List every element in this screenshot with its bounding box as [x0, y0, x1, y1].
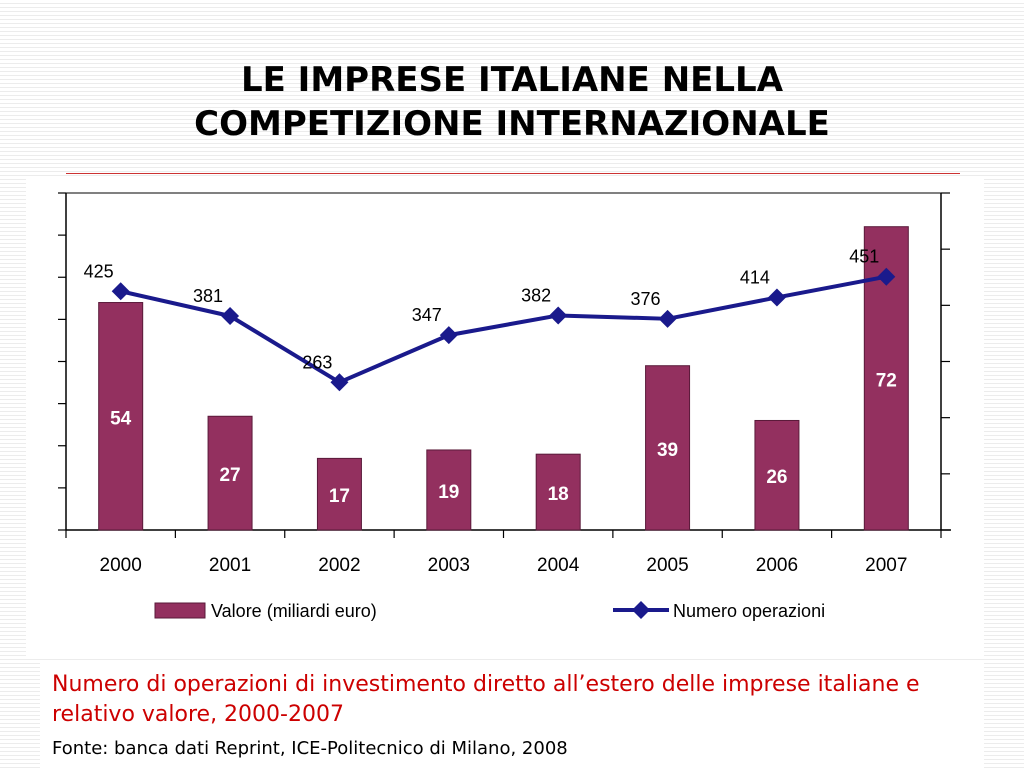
bar-value-label: 19	[438, 482, 459, 503]
line-point	[221, 307, 240, 326]
line-point	[658, 309, 677, 328]
line-value-label: 347	[412, 305, 442, 325]
bar	[754, 419, 800, 531]
line-value-label: 376	[631, 289, 661, 309]
legend-line-label: Numero operazioni	[673, 601, 825, 621]
line-value-label: 263	[302, 352, 332, 372]
caption-panel	[40, 660, 984, 768]
line-point	[549, 306, 568, 325]
x-tick-label: 2006	[756, 555, 798, 576]
line-point	[767, 288, 786, 307]
title-divider	[66, 173, 960, 174]
line-value-label: 451	[849, 247, 879, 267]
bar-value-label: 54	[110, 408, 132, 429]
bar-value-label: 39	[657, 440, 678, 461]
bar-value-label: 72	[876, 370, 897, 391]
bar	[98, 302, 144, 531]
page-title: LE IMPRESE ITALIANE NELLA COMPETIZIONE I…	[0, 58, 1024, 146]
bar	[426, 449, 472, 531]
line-value-label: 382	[521, 285, 551, 305]
chart-panel	[26, 178, 984, 656]
line-value-label: 381	[193, 286, 223, 306]
legend-line-marker	[632, 601, 650, 619]
legend-bar-label: Valore (miliardi euro)	[211, 601, 377, 621]
x-tick-label: 2007	[865, 555, 907, 576]
title-line-2: COMPETIZIONE INTERNAZIONALE	[194, 104, 830, 144]
line-point	[111, 282, 130, 301]
x-tick-label: 2000	[100, 555, 142, 576]
bar-value-label: 26	[766, 467, 787, 488]
x-tick-label: 2004	[537, 555, 580, 576]
x-tick-label: 2005	[646, 555, 688, 576]
bar	[207, 415, 253, 531]
title-line-1: LE IMPRESE ITALIANE NELLA	[240, 60, 784, 100]
line-point	[330, 373, 349, 392]
line-point	[877, 267, 896, 286]
x-tick-label: 2003	[428, 555, 470, 576]
x-tick-label: 2002	[318, 555, 360, 576]
line-point	[439, 326, 458, 345]
line-series	[120, 274, 887, 385]
source-note: Fonte: banca dati Reprint, ICE-Politecni…	[52, 738, 568, 759]
bar-value-label: 17	[329, 486, 350, 507]
bar-value-label: 27	[219, 465, 240, 486]
combo-chart: 54 27 17 19 18 39 26 72 2000 2001 2002 2003 2004 2005…	[58, 192, 951, 621]
line-value-label: 414	[740, 267, 770, 287]
bar	[316, 457, 362, 531]
chart-caption: Numero di operazioni di investimento dir…	[52, 672, 920, 727]
line-value-label: 425	[84, 261, 114, 281]
x-tick-label: 2001	[209, 555, 251, 576]
bar-value-label: 18	[548, 484, 569, 505]
legend-bar-swatch	[154, 602, 206, 619]
bar	[535, 453, 581, 531]
bar	[645, 365, 691, 531]
